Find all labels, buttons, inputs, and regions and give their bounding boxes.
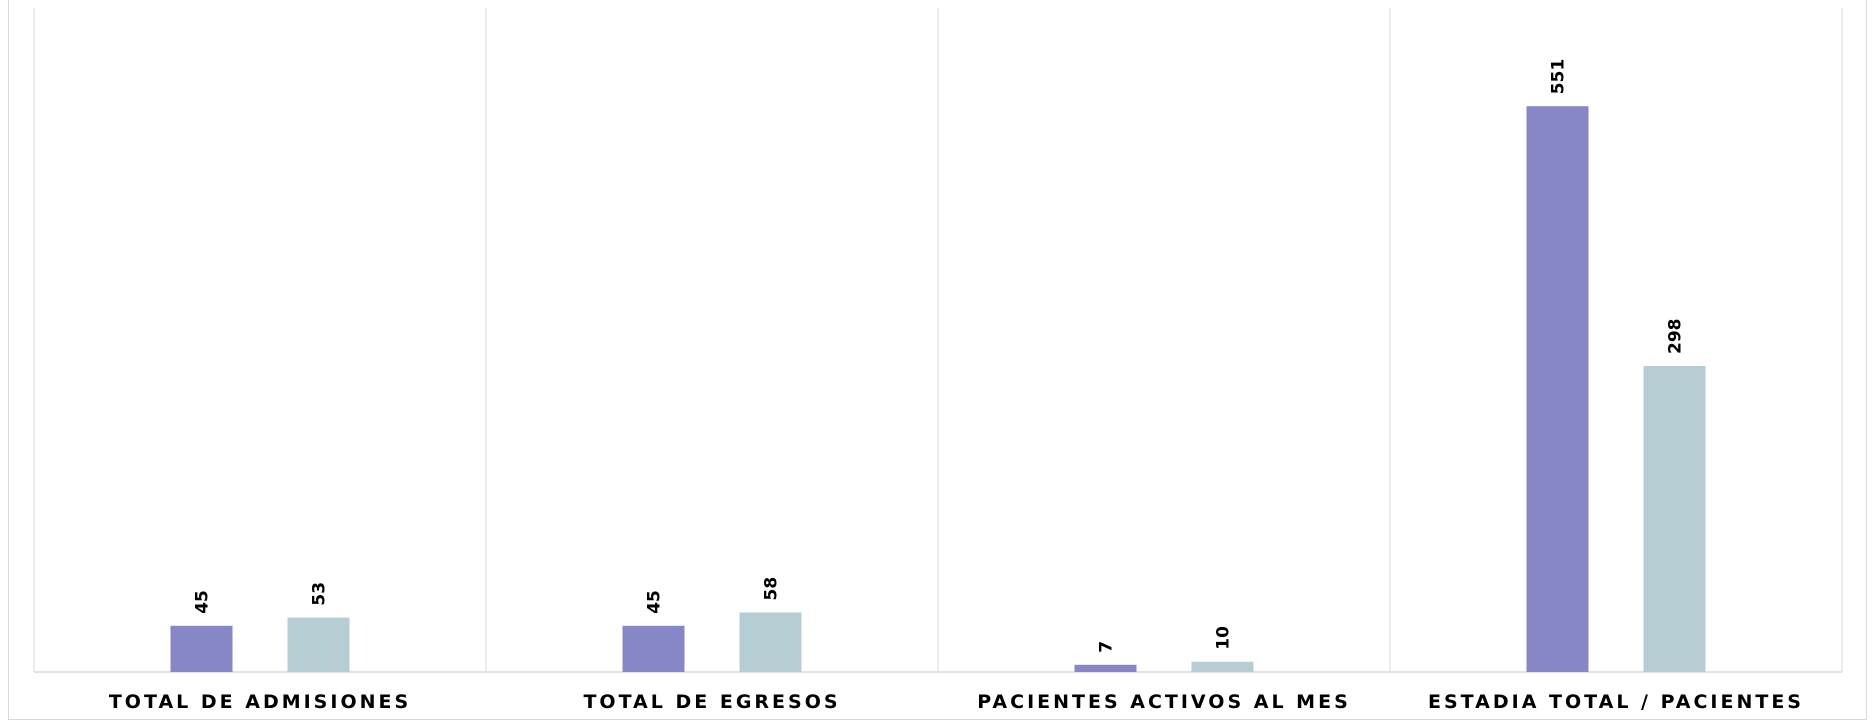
category-label: ESTADIA TOTAL / PACIENTES (1428, 691, 1804, 713)
bar (287, 617, 350, 672)
bar (1643, 366, 1706, 672)
data-label: 7 (1097, 641, 1117, 653)
data-label: 53 (310, 582, 330, 606)
bar (739, 612, 802, 672)
data-label: 10 (1214, 626, 1234, 650)
data-label: 58 (762, 577, 782, 601)
data-label: 45 (645, 590, 665, 614)
data-label: 298 (1666, 319, 1686, 355)
data-label: 45 (193, 590, 213, 614)
bar (1074, 664, 1137, 672)
bar (1191, 661, 1254, 672)
bar (170, 625, 233, 672)
category-label: PACIENTES ACTIVOS AL MES (977, 691, 1351, 713)
category-label: TOTAL DE EGRESOS (583, 691, 840, 713)
data-label: 551 (1549, 59, 1569, 95)
bar (1526, 106, 1589, 672)
bar (622, 625, 685, 672)
category-label: TOTAL DE ADMISIONES (109, 691, 411, 713)
